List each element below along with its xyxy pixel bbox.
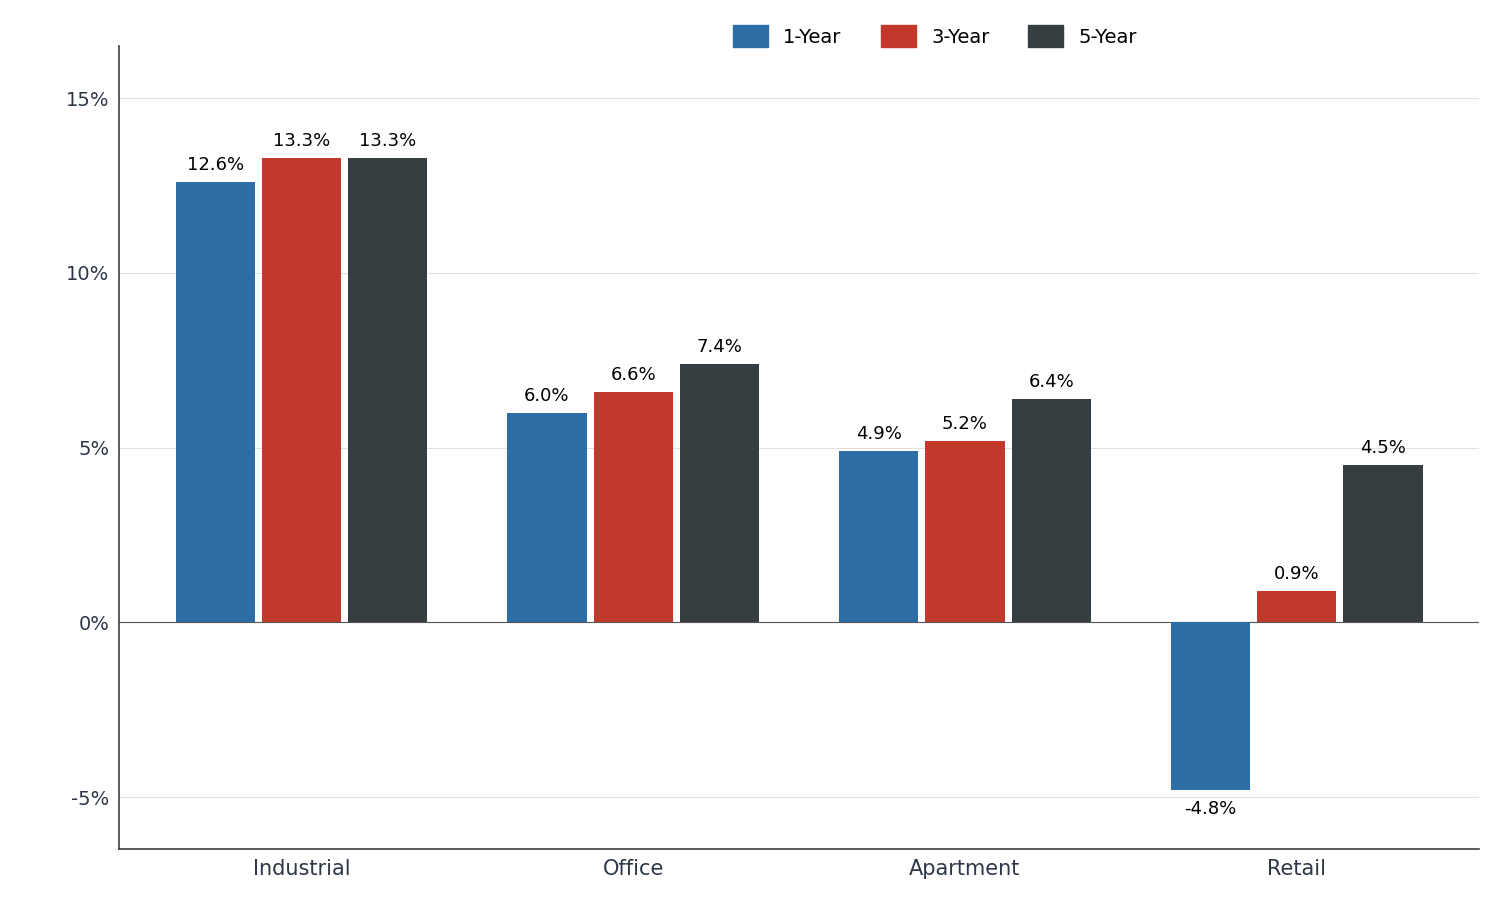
Bar — [176, 182, 255, 622]
Bar — [348, 158, 427, 622]
Bar — [1344, 465, 1422, 622]
Bar — [839, 451, 918, 622]
Text: 4.9%: 4.9% — [856, 426, 901, 444]
Text: 7.4%: 7.4% — [696, 338, 742, 356]
Bar — [507, 413, 586, 622]
Text: 6.4%: 6.4% — [1029, 373, 1074, 391]
Text: -4.8%: -4.8% — [1185, 800, 1236, 818]
Text: 4.5%: 4.5% — [1360, 439, 1406, 457]
Text: 12.6%: 12.6% — [186, 157, 244, 175]
Bar — [1011, 399, 1090, 622]
Bar — [1172, 622, 1250, 790]
Text: 6.6%: 6.6% — [610, 366, 656, 384]
Text: 0.9%: 0.9% — [1274, 565, 1320, 583]
Text: 5.2%: 5.2% — [942, 415, 988, 433]
Text: 13.3%: 13.3% — [358, 132, 417, 150]
Bar — [594, 392, 674, 622]
Text: 6.0%: 6.0% — [524, 387, 570, 405]
Bar — [680, 364, 759, 622]
Text: 13.3%: 13.3% — [273, 132, 330, 150]
Bar — [926, 441, 1005, 622]
Bar — [1257, 591, 1336, 622]
Bar — [262, 158, 340, 622]
Legend: 1-Year, 3-Year, 5-Year: 1-Year, 3-Year, 5-Year — [723, 15, 1148, 58]
